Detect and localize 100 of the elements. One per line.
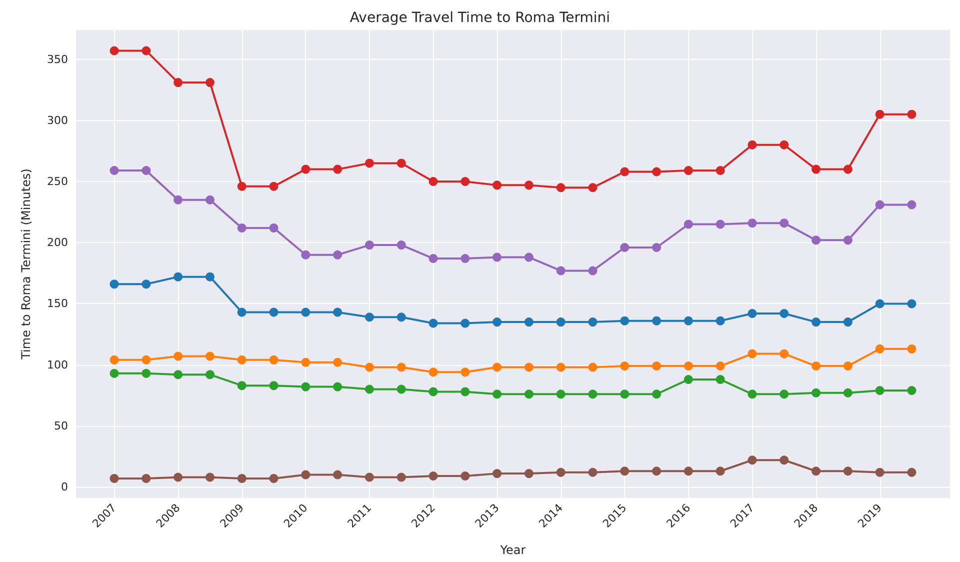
point: [620, 466, 630, 476]
point: [588, 390, 598, 399]
point: [301, 164, 310, 174]
point: [364, 384, 374, 394]
point: [301, 382, 310, 392]
point: [812, 164, 821, 174]
y-tick-label: 100: [47, 358, 68, 372]
point: [588, 468, 598, 477]
point: [174, 352, 183, 361]
point: [269, 223, 278, 232]
point: [301, 358, 310, 367]
point: [875, 200, 884, 210]
point: [780, 349, 789, 358]
point: [843, 466, 852, 476]
point: [460, 472, 470, 481]
point: [843, 318, 852, 327]
point: [748, 349, 757, 358]
point: [142, 368, 151, 378]
point: [205, 370, 214, 380]
point: [875, 299, 884, 308]
point: [492, 180, 502, 190]
point: [524, 318, 534, 327]
point: [907, 386, 916, 395]
point: [684, 374, 693, 384]
point: [620, 243, 630, 252]
point: [716, 166, 725, 176]
point: [588, 318, 598, 327]
point: [110, 368, 119, 378]
point: [396, 472, 406, 482]
point: [524, 362, 534, 372]
point: [428, 472, 438, 481]
point: [684, 466, 693, 476]
point: [716, 374, 725, 384]
point: [174, 272, 183, 282]
point: [333, 358, 342, 367]
chart-title: Average Travel Time to Roma Termini: [350, 10, 610, 26]
point: [428, 318, 438, 328]
point: [780, 456, 789, 465]
point: [460, 318, 470, 328]
point: [142, 355, 151, 364]
point: [652, 316, 662, 326]
point: [684, 316, 693, 326]
point: [269, 355, 278, 364]
point: [588, 362, 598, 372]
point: [460, 387, 470, 396]
point: [460, 177, 470, 186]
point: [110, 166, 119, 176]
point: [205, 272, 214, 282]
point: [269, 182, 278, 191]
point: [556, 468, 566, 477]
point: [142, 474, 151, 483]
point: [843, 236, 852, 245]
point: [460, 254, 470, 263]
point: [269, 381, 278, 390]
point: [237, 381, 246, 390]
point: [269, 474, 278, 483]
point: [524, 469, 534, 478]
point: [110, 474, 119, 483]
point: [875, 386, 884, 395]
point: [333, 382, 342, 392]
point: [652, 243, 662, 252]
point: [716, 362, 725, 371]
point: [780, 308, 789, 318]
point: [907, 110, 916, 119]
point: [301, 308, 310, 317]
point: [843, 388, 852, 398]
point: [652, 466, 662, 476]
point: [364, 312, 374, 322]
point: [333, 250, 342, 260]
point: [301, 250, 310, 260]
point: [843, 362, 852, 371]
point: [333, 308, 342, 317]
point: [907, 468, 916, 477]
y-tick-label: 250: [47, 175, 68, 188]
point: [492, 362, 502, 372]
point: [396, 240, 406, 250]
point: [142, 280, 151, 289]
y-axis-title: Time to Roma Termini (Minutes): [19, 168, 33, 360]
point: [748, 140, 757, 150]
y-tick-label: 350: [47, 52, 68, 66]
y-tick-label: 50: [54, 419, 68, 432]
point: [875, 110, 884, 119]
point: [875, 468, 884, 477]
point: [205, 195, 214, 204]
point: [205, 472, 214, 482]
point: [333, 470, 342, 480]
point: [556, 318, 566, 327]
point: [748, 456, 757, 465]
point: [333, 164, 342, 174]
point: [812, 362, 821, 371]
point: [620, 390, 630, 399]
point: [620, 167, 630, 176]
point: [907, 299, 916, 308]
point: [492, 390, 502, 399]
point: [237, 223, 246, 232]
point: [396, 362, 406, 372]
point: [524, 180, 534, 190]
point: [907, 200, 916, 210]
point: [684, 166, 693, 176]
point: [748, 218, 757, 228]
